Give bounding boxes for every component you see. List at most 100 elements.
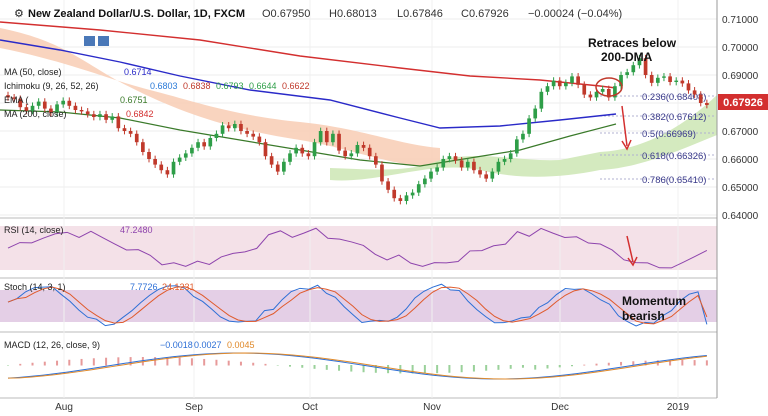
stoch-d-value: 24.1231 xyxy=(162,282,195,292)
gear-icon[interactable]: ⚙ xyxy=(14,8,24,20)
candle-body xyxy=(67,100,72,106)
candle-body xyxy=(85,111,90,115)
header: ⚙ New Zealand Dollar/U.S. Dollar, 1D, FX… xyxy=(14,8,622,20)
candle-body xyxy=(337,133,341,151)
macd-hist-bar xyxy=(325,365,328,370)
ichimoku-label: Ichimoku (9, 26, 52, 26) xyxy=(4,81,99,91)
candle-body xyxy=(122,128,127,131)
candle-body xyxy=(625,72,630,75)
candle-body xyxy=(24,107,29,111)
candle-body xyxy=(104,114,108,120)
candle-body xyxy=(331,133,335,143)
stoch-d-line xyxy=(7,286,708,325)
candle-body xyxy=(600,89,605,92)
price-tick: 0.65000 xyxy=(722,183,759,194)
ichimoku-val-3: 0.6793 xyxy=(216,81,244,91)
candle-body xyxy=(478,170,482,175)
macd-hist-bar xyxy=(595,363,598,366)
macd-hist-bar xyxy=(448,365,451,373)
macd-hist-bar xyxy=(693,360,696,366)
candle-body xyxy=(521,133,525,140)
candle-body xyxy=(539,91,544,109)
legend-collapse-icon[interactable] xyxy=(84,36,95,46)
rsi-arrow-head xyxy=(627,256,638,267)
candles xyxy=(6,54,709,205)
time-tick-3: Nov xyxy=(423,402,441,413)
candle-body xyxy=(686,83,691,91)
candle-body xyxy=(570,76,574,83)
candle-body xyxy=(208,138,213,147)
candle-body xyxy=(576,76,580,85)
candle-body xyxy=(55,104,59,113)
last-price-badge: 0.67926 xyxy=(718,94,768,110)
fibonacci-levels: 0.236(0.68408) 0.382(0.67612) 0.5(0.66969)… xyxy=(600,92,716,186)
macd-hist-bar xyxy=(68,359,71,366)
price-tick: 0.69000 xyxy=(722,71,759,82)
macd-label: MACD (12, 26, close, 9) xyxy=(4,340,100,350)
ema-value: 0.6751 xyxy=(120,95,148,105)
candle-body xyxy=(98,114,102,117)
macd-hist-bar xyxy=(215,359,218,366)
stoch-label: Stoch (14, 3, 1) xyxy=(4,282,66,292)
indicator-legend: MA (50, close) 0.6714 Ichimoku (9, 26, 5… xyxy=(4,36,310,119)
candle-body xyxy=(435,167,439,172)
candle-body xyxy=(619,75,623,87)
macd-hist-bar xyxy=(80,358,83,366)
candle-body xyxy=(594,91,599,98)
price-axis-bg xyxy=(717,0,768,416)
ma200-line xyxy=(0,21,617,89)
ma50-label: MA (50, close) xyxy=(4,67,62,77)
macd-hist-value: 0.0045 xyxy=(227,340,255,350)
candle-body xyxy=(6,95,10,98)
legend-settings-icon[interactable] xyxy=(98,36,109,46)
candle-body xyxy=(514,139,519,154)
macd-hist-bar xyxy=(546,365,549,369)
macd-hist-bar xyxy=(497,365,500,370)
candle-body xyxy=(613,86,617,98)
candle-body xyxy=(294,147,298,154)
candle-body xyxy=(288,153,292,162)
down-arrow xyxy=(621,105,628,147)
macd-hist-bar xyxy=(509,365,512,369)
candle-body xyxy=(551,80,556,87)
candle-body xyxy=(386,181,390,190)
macd-hist-bar xyxy=(129,357,132,366)
candle-body xyxy=(643,58,648,75)
candle-body xyxy=(606,89,611,98)
candle-body xyxy=(42,101,47,109)
macd-hist-bar xyxy=(264,363,267,366)
ichimoku-val-5: 0.6622 xyxy=(282,81,310,91)
macd-hist-bar xyxy=(227,360,230,366)
macd-hist-bar xyxy=(105,357,108,366)
candle-body xyxy=(232,124,237,129)
macd-hist-bar xyxy=(620,361,623,366)
stoch-k-value: 7.7726 xyxy=(130,282,158,292)
symbol-title: New Zealand Dollar/U.S. Dollar, 1D, FXCM xyxy=(28,8,245,20)
macd-hist-bar xyxy=(583,364,586,366)
candle-body xyxy=(582,84,587,95)
candle-body xyxy=(392,189,397,199)
candle-body xyxy=(183,153,188,158)
candle-body xyxy=(447,156,452,159)
candle-body xyxy=(257,136,262,143)
candle-body xyxy=(239,124,243,131)
macd-hist-bar xyxy=(571,365,573,367)
candle-body xyxy=(459,160,464,168)
rsi-value: 47.2480 xyxy=(120,225,153,235)
rsi-down-arrow xyxy=(626,235,634,263)
candle-body xyxy=(12,97,16,99)
candle-body xyxy=(662,76,666,78)
candle-body xyxy=(312,142,317,157)
candle-body xyxy=(214,133,219,138)
macd-hist-bar xyxy=(276,365,279,366)
fib-label-1: 0.382(0.67612) xyxy=(642,112,706,123)
candle-body xyxy=(398,198,403,201)
candle-body xyxy=(141,142,145,152)
candle-body xyxy=(18,98,23,108)
time-tick-2: Oct xyxy=(302,402,318,413)
candle-body xyxy=(202,142,207,147)
candle-body xyxy=(190,147,194,154)
price-tick: 0.64000 xyxy=(722,211,759,222)
macd-hist-bar xyxy=(350,365,353,372)
macd-hist-bar xyxy=(31,362,34,366)
